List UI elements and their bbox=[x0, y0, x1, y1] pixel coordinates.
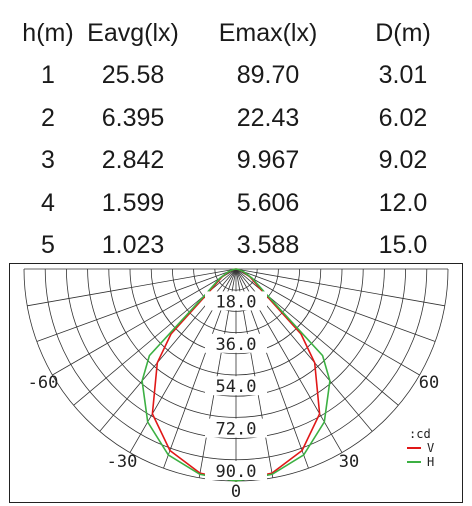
grid-spoke bbox=[235, 268, 445, 307]
tick-label-bg bbox=[205, 291, 267, 311]
table-row: 3 2.842 9.967 9.02 bbox=[18, 140, 458, 183]
cell-eavg: 1.023 bbox=[101, 231, 165, 260]
header-emax: Emax(lx) bbox=[218, 18, 318, 47]
cell-eavg: 25.58 bbox=[101, 61, 165, 90]
grid-spoke bbox=[235, 268, 420, 376]
angle-label: 0 bbox=[231, 482, 241, 502]
angle-label: -60 bbox=[28, 373, 59, 393]
header-height: h(m) bbox=[22, 18, 74, 47]
radial-tick-label: 72.0 bbox=[216, 420, 257, 440]
cell-diameter: 15.0 bbox=[378, 231, 428, 260]
cell-diameter: 6.02 bbox=[378, 103, 428, 132]
radial-tick-label: 36.0 bbox=[216, 335, 257, 355]
legend-label-V: V bbox=[427, 441, 434, 455]
cell-diameter: 9.02 bbox=[378, 146, 428, 175]
angle-label: 60 bbox=[419, 373, 439, 393]
radial-tick-labels: 18.0 36.0 54.0 72.0 90.0 bbox=[205, 291, 267, 482]
grid-spoke bbox=[52, 268, 237, 376]
cell-eavg: 1.599 bbox=[101, 188, 165, 217]
header-diameter: D(m) bbox=[375, 18, 431, 47]
cell-diameter: 3.01 bbox=[378, 61, 428, 90]
photometric-table: h(m) Eavg(lx) Emax(lx) D(m) 1 25.58 89.7… bbox=[18, 12, 458, 267]
cell-height: 5 bbox=[41, 231, 55, 260]
tick-label-bg bbox=[205, 333, 267, 353]
radial-tick-label: 90.0 bbox=[216, 462, 257, 482]
tick-label-bg bbox=[205, 461, 267, 480]
intensity-curves bbox=[141, 268, 331, 482]
cell-height: 3 bbox=[41, 146, 55, 175]
angle-label: 30 bbox=[339, 452, 359, 472]
cell-diameter: 12.0 bbox=[378, 188, 428, 217]
table-row: 1 25.58 89.70 3.01 bbox=[18, 55, 458, 98]
cell-height: 2 bbox=[41, 103, 55, 132]
cell-emax: 89.70 bbox=[236, 61, 300, 90]
cell-eavg: 6.395 bbox=[101, 103, 165, 132]
series-curve-H bbox=[141, 268, 331, 482]
grid-spoke bbox=[235, 268, 436, 342]
header-eavg: Eavg(lx) bbox=[87, 18, 179, 47]
legend-unit: :cd bbox=[409, 427, 431, 441]
cell-emax: 22.43 bbox=[236, 103, 300, 132]
angle-label: -30 bbox=[107, 452, 138, 472]
cell-height: 1 bbox=[41, 61, 55, 90]
angle-labels: -60 -30 0 30 60 bbox=[28, 373, 440, 502]
tick-label-bg bbox=[205, 376, 267, 396]
table-row: 4 1.599 5.606 12.0 bbox=[18, 182, 458, 225]
cell-height: 4 bbox=[41, 188, 55, 217]
legend-label-H: H bbox=[427, 455, 434, 469]
radial-tick-label: 54.0 bbox=[216, 377, 257, 397]
table-header-row: h(m) Eavg(lx) Emax(lx) D(m) bbox=[18, 12, 458, 55]
table-row: 5 1.023 3.588 15.0 bbox=[18, 225, 458, 268]
grid-spoke bbox=[36, 268, 237, 342]
cell-emax: 5.606 bbox=[236, 188, 300, 217]
grid-spoke bbox=[27, 268, 237, 307]
table-row: 2 6.395 22.43 6.02 bbox=[18, 97, 458, 140]
radial-tick-label: 18.0 bbox=[216, 292, 257, 312]
cell-eavg: 2.842 bbox=[101, 146, 165, 175]
cell-emax: 9.967 bbox=[236, 146, 300, 175]
tick-label-bg bbox=[205, 418, 267, 438]
cell-emax: 3.588 bbox=[236, 231, 300, 260]
